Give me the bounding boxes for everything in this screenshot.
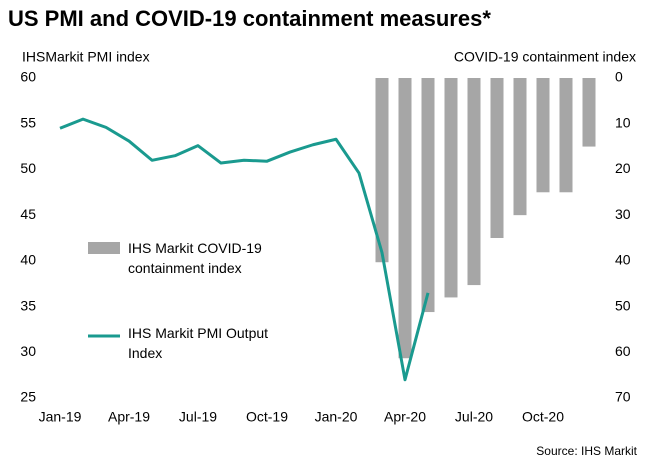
bar xyxy=(467,78,481,286)
x-tick-label: Jul-20 xyxy=(455,409,493,425)
y-tick-label: 35 xyxy=(20,297,36,313)
x-tick-label: Apr-20 xyxy=(384,409,426,425)
x-tick-label: Jan-20 xyxy=(315,409,358,425)
x-tick-label: Jul-19 xyxy=(179,409,217,425)
y2-axis-label: COVID-19 containment index xyxy=(454,49,636,65)
legend-label: IHS Markit PMI Output Index xyxy=(128,325,269,361)
bar xyxy=(582,78,596,147)
y-tick-label: 55 xyxy=(20,114,36,130)
y2-tick-label: 50 xyxy=(615,297,631,313)
y2-tick-label: 60 xyxy=(615,343,631,359)
x-tick-label: Jan-19 xyxy=(39,409,82,425)
y2-tick-label: 70 xyxy=(615,389,631,405)
y2-tick-label: 30 xyxy=(615,206,631,222)
source: Source: IHS Markit xyxy=(536,444,637,458)
y-axis-label: IHSMarkit PMI index xyxy=(22,49,150,65)
y2-tick-label: 40 xyxy=(615,252,631,268)
legend-label: IHS Markit COVID-19 containment index xyxy=(128,240,262,276)
y-tick-label: 25 xyxy=(20,389,36,405)
bar xyxy=(490,78,504,238)
bar xyxy=(398,78,412,359)
bar xyxy=(444,78,458,298)
bar xyxy=(559,78,573,193)
y2-tick-label: 10 xyxy=(615,114,631,130)
x-tick-label: Apr-19 xyxy=(108,409,150,425)
y2-tick-label: 20 xyxy=(615,160,631,176)
line xyxy=(59,117,430,382)
bar xyxy=(513,78,527,216)
y-tick-label: 45 xyxy=(20,206,36,222)
x-tick-label: Oct-20 xyxy=(522,409,564,425)
y-tick-label: 50 xyxy=(20,160,36,176)
y2-tick-label: 0 xyxy=(615,69,623,85)
chart-title: US PMI and COVID-19 containment measures… xyxy=(8,6,491,31)
x-tick-label: Oct-19 xyxy=(246,409,288,425)
y-tick-label: 30 xyxy=(20,343,36,359)
bar xyxy=(421,78,435,313)
y-tick-label: 40 xyxy=(20,252,36,268)
bar xyxy=(536,78,550,193)
y-tick-label: 60 xyxy=(20,69,36,85)
bar xyxy=(375,78,389,263)
legend-swatch xyxy=(88,242,120,254)
